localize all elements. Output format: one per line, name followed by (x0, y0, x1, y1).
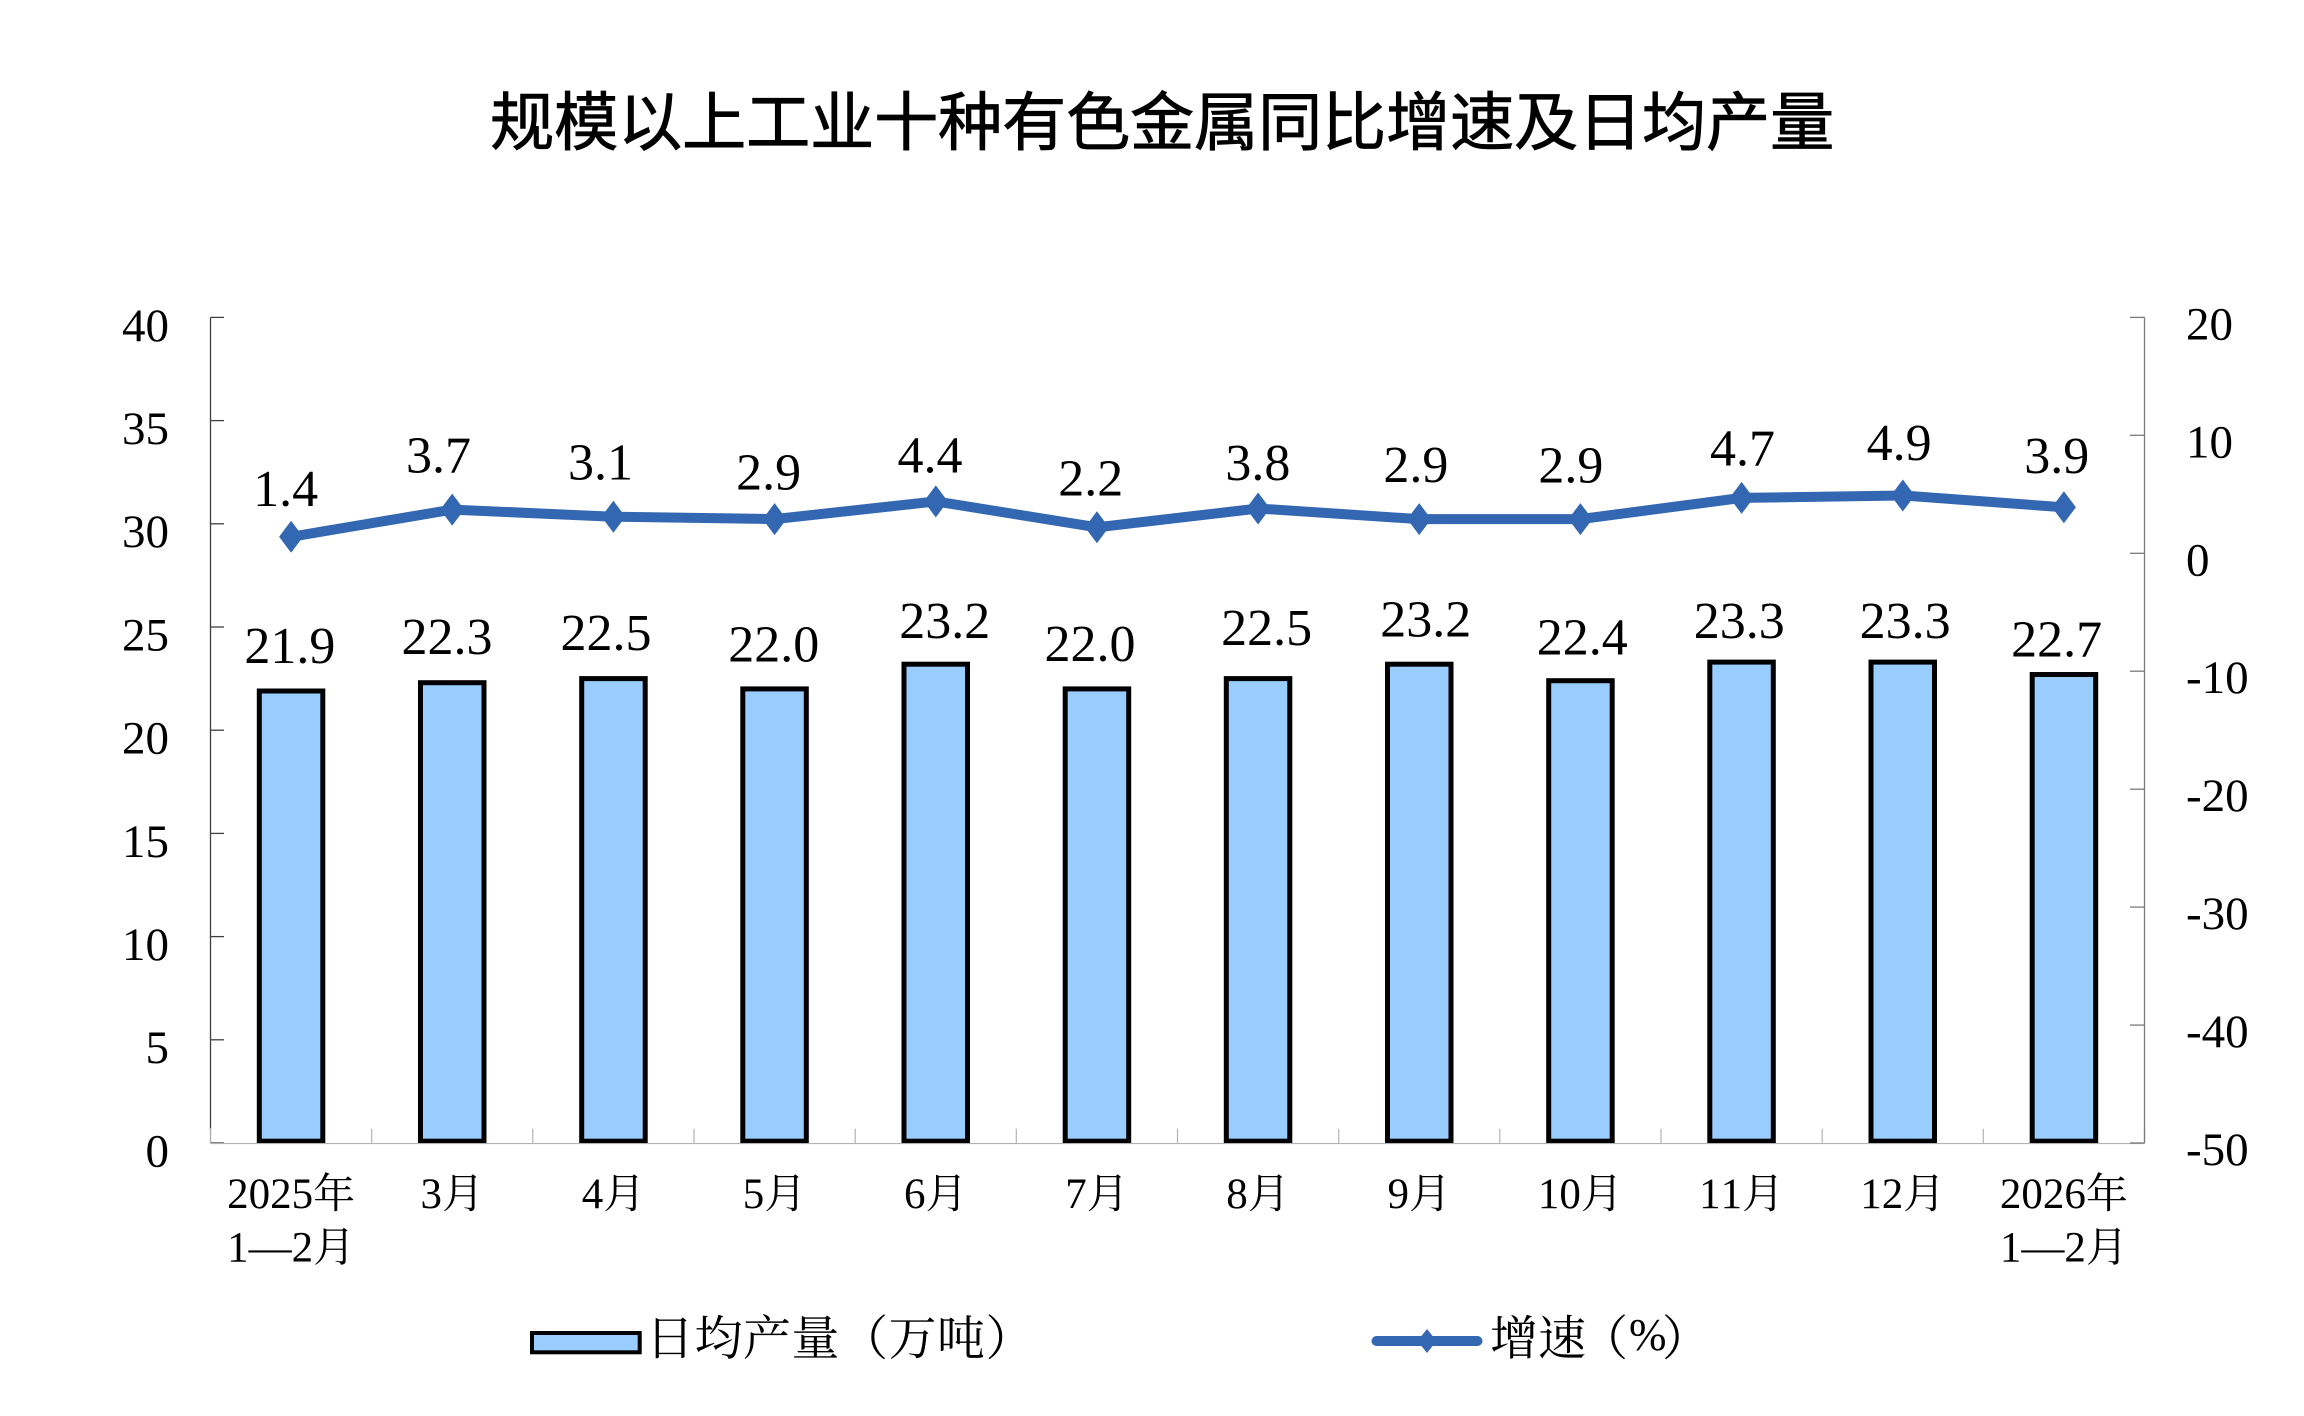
svg-text:22.0: 22.0 (1045, 616, 1136, 673)
svg-text:0: 0 (2186, 534, 2210, 586)
svg-text:2: 2 (2043, 1171, 2064, 1218)
svg-text:23.3: 23.3 (1694, 593, 1785, 650)
svg-text:9: 9 (1388, 1171, 1410, 1218)
svg-text:-30: -30 (2186, 888, 2249, 940)
svg-text:22.5: 22.5 (1221, 600, 1312, 657)
svg-text:0: 0 (1559, 1171, 1581, 1218)
svg-text:%: % (1629, 1310, 1667, 1360)
svg-text:15: 15 (122, 816, 169, 868)
svg-text:6: 6 (904, 1171, 926, 1218)
svg-text:2: 2 (2064, 1225, 2086, 1272)
svg-text:22.5: 22.5 (561, 605, 652, 662)
svg-text:1: 1 (1721, 1171, 1743, 1218)
svg-text:2.2: 2.2 (1058, 450, 1123, 507)
svg-text:3.7: 3.7 (406, 428, 471, 485)
svg-text:23.3: 23.3 (1860, 593, 1951, 650)
svg-text:0: 0 (146, 1125, 170, 1177)
svg-text:23.2: 23.2 (1380, 592, 1471, 649)
svg-text:4: 4 (582, 1171, 604, 1218)
svg-text:40: 40 (122, 300, 169, 352)
svg-text:2: 2 (292, 1225, 314, 1272)
svg-text:22.3: 22.3 (402, 609, 493, 666)
svg-text:0: 0 (249, 1171, 271, 1218)
svg-text:25: 25 (122, 609, 169, 661)
svg-text:2.9: 2.9 (1538, 437, 1603, 494)
svg-text:-50: -50 (2186, 1124, 2249, 1176)
svg-text:0: 0 (2021, 1171, 2043, 1218)
svg-text:4.7: 4.7 (1710, 421, 1775, 478)
svg-text:22.0: 22.0 (728, 616, 819, 673)
svg-text:2.9: 2.9 (736, 445, 801, 502)
svg-text:—: — (248, 1225, 293, 1272)
svg-text:10: 10 (2186, 416, 2233, 468)
svg-text:35: 35 (122, 403, 169, 455)
svg-text:2.9: 2.9 (1383, 437, 1448, 494)
svg-text:2: 2 (270, 1171, 292, 1218)
svg-text:20: 20 (2186, 298, 2233, 350)
svg-text:—: — (2020, 1225, 2065, 1272)
svg-text:3.8: 3.8 (1225, 435, 1290, 492)
svg-text:5: 5 (743, 1171, 765, 1218)
svg-text:3: 3 (421, 1171, 443, 1218)
svg-text:1: 1 (2000, 1225, 2022, 1272)
svg-text:1: 1 (227, 1225, 249, 1272)
svg-text:8: 8 (1226, 1171, 1248, 1218)
svg-text:22.4: 22.4 (1537, 610, 1628, 667)
svg-text:10: 10 (122, 919, 169, 971)
svg-text:20: 20 (122, 713, 169, 765)
svg-text:1.4: 1.4 (253, 461, 318, 518)
svg-text:4.9: 4.9 (1867, 415, 1932, 472)
svg-text:5: 5 (146, 1022, 170, 1074)
svg-text:-40: -40 (2186, 1006, 2249, 1058)
svg-text:30: 30 (122, 506, 169, 558)
svg-text:-20: -20 (2186, 770, 2249, 822)
svg-text:3.1: 3.1 (568, 435, 633, 492)
svg-text:2: 2 (1882, 1171, 1904, 1218)
svg-text:7: 7 (1065, 1171, 1087, 1218)
svg-text:1: 1 (1860, 1171, 1882, 1218)
svg-text:22.7: 22.7 (2011, 611, 2102, 668)
svg-text:23.2: 23.2 (899, 593, 990, 650)
svg-text:-10: -10 (2186, 652, 2249, 704)
svg-text:2: 2 (227, 1171, 249, 1218)
svg-text:4.4: 4.4 (898, 428, 963, 485)
svg-text:1: 1 (1538, 1171, 1560, 1218)
svg-text:6: 6 (2064, 1171, 2086, 1218)
svg-text:1: 1 (1699, 1171, 1721, 1218)
svg-text:21.9: 21.9 (244, 618, 335, 675)
svg-text:5: 5 (292, 1171, 314, 1218)
svg-text:3.9: 3.9 (2024, 428, 2089, 485)
svg-text:2: 2 (2000, 1171, 2022, 1218)
